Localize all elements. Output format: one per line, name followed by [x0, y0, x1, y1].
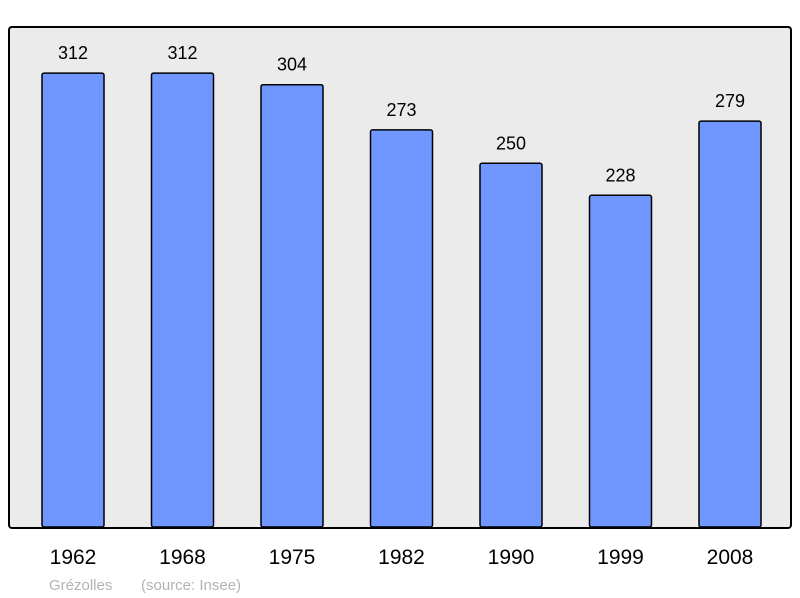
- data-label-1968: 312: [167, 43, 197, 63]
- x-tick-1975: 1975: [269, 546, 316, 569]
- data-label-1975: 304: [277, 55, 307, 75]
- bar-1999: [588, 194, 653, 528]
- x-tick-1999: 1999: [597, 546, 644, 569]
- data-label-1982: 273: [386, 100, 416, 120]
- footer-place: Grézolles: [49, 577, 112, 594]
- x-tick-1968: 1968: [159, 546, 206, 569]
- bar-2008: [698, 120, 762, 528]
- x-tick-2008: 2008: [707, 546, 754, 569]
- x-tick-1962: 1962: [50, 546, 97, 569]
- x-tick-1990: 1990: [488, 546, 535, 569]
- bar-1982: [369, 129, 434, 528]
- data-label-1999: 228: [605, 165, 635, 185]
- bar-1990: [479, 162, 543, 528]
- data-label-1990: 250: [496, 133, 526, 153]
- bar-1975: [260, 83, 324, 528]
- data-label-1962: 312: [58, 43, 88, 63]
- data-label-2008: 279: [715, 91, 745, 111]
- bar-1968: [150, 72, 215, 528]
- bar-1962: [41, 72, 105, 528]
- footer-source: (source: Insee): [141, 577, 241, 594]
- x-tick-1982: 1982: [378, 546, 425, 569]
